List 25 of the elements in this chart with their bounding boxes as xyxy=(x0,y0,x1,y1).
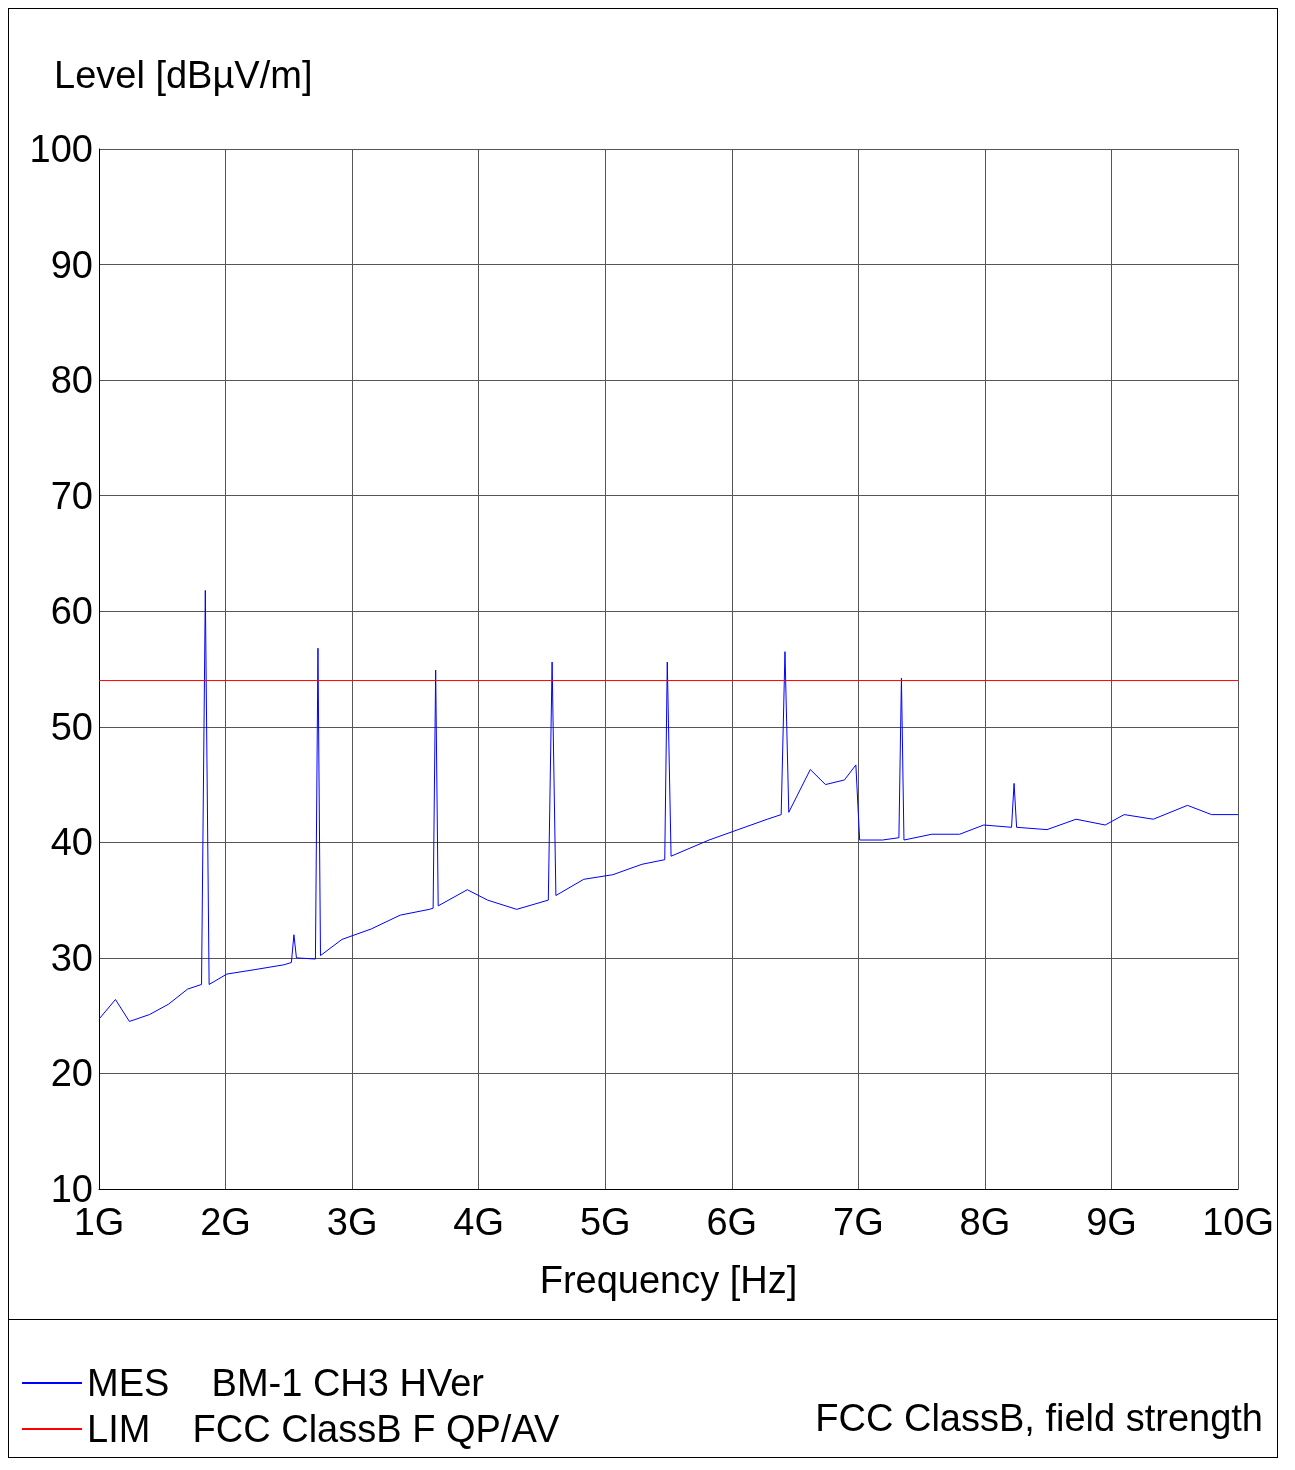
y-tick-label: 20 xyxy=(50,1052,93,1095)
y-axis-title: Level [dBµV/m] xyxy=(54,54,313,96)
x-tick-label: 2G xyxy=(200,1201,251,1243)
y-tick-label: 100 xyxy=(29,128,93,170)
legend-label: LIM FCC ClassB F QP/AV xyxy=(87,1408,560,1450)
legend-label: MES BM-1 CH3 HVer xyxy=(87,1362,485,1404)
y-tick-label: 70 xyxy=(50,474,93,517)
y-tick-label: 90 xyxy=(50,243,93,286)
x-tick-label: 9G xyxy=(1086,1201,1137,1243)
x-tick-label: 3G xyxy=(326,1201,378,1243)
line-series xyxy=(98,589,1239,1022)
x-tick-label: 5G xyxy=(579,1201,631,1243)
text: FCC ClassB, field strength xyxy=(815,1397,1264,1439)
x-tick-label: 10G xyxy=(1202,1201,1274,1243)
x-tick-label: 4G xyxy=(453,1201,505,1243)
x-tick-label: 1G xyxy=(73,1201,125,1243)
y-tick-label: 40 xyxy=(50,821,93,864)
x-axis-title: Frequency [Hz] xyxy=(539,1259,798,1301)
y-tick-label: 80 xyxy=(50,359,93,402)
y-tick-label: 30 xyxy=(50,936,93,979)
y-tick-label: 60 xyxy=(50,590,93,633)
x-tick-label: 8G xyxy=(959,1201,1011,1243)
x-tick-label: 6G xyxy=(706,1201,758,1243)
y-tick-label: 50 xyxy=(50,705,93,748)
x-tick-label: 7G xyxy=(833,1201,884,1243)
